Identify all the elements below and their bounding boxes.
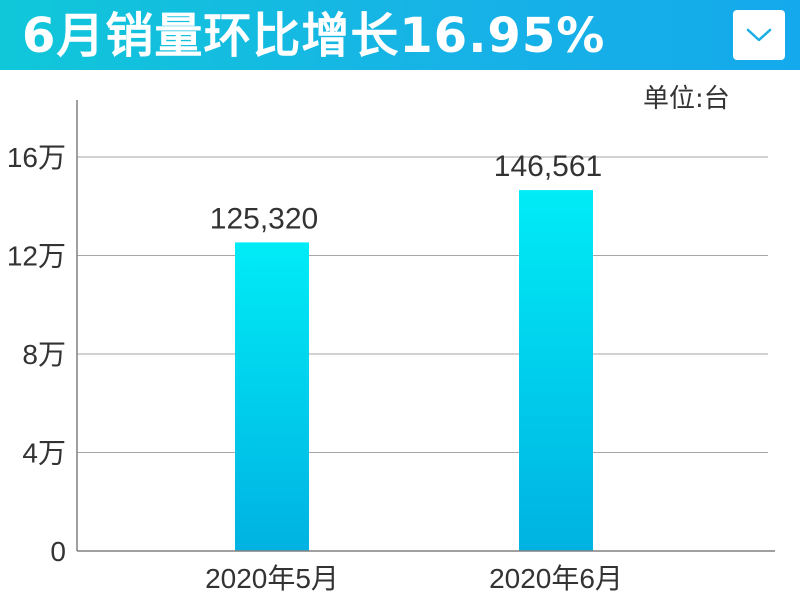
x-category-label: 2020年6月 <box>489 563 623 594</box>
y-tick-label: 16万 <box>7 142 66 173</box>
x-category-label: 2020年5月 <box>205 563 339 594</box>
dropdown-button[interactable] <box>733 10 785 60</box>
page-title: 6月销量环比增长16.95% <box>22 8 606 64</box>
data-label: 146,561 <box>494 150 602 183</box>
chevron-down-icon <box>746 28 772 42</box>
labels: 0 4万 8万 12万 16万 125,320 2020年5月 146,561 2020年6月 <box>7 142 623 594</box>
y-tick-label: 8万 <box>22 339 66 370</box>
title-banner: 6月销量环比增长16.95% <box>0 0 800 70</box>
axes <box>76 100 775 552</box>
y-tick-label: 4万 <box>22 438 66 469</box>
unit-label: 单位:台 <box>643 84 730 114</box>
grid-lines <box>77 156 768 453</box>
data-label: 125,320 <box>210 202 318 235</box>
bars <box>235 190 593 551</box>
bar <box>519 190 593 551</box>
y-tick-label: 0 <box>50 536 66 567</box>
bar <box>235 242 309 551</box>
y-tick-label: 12万 <box>7 241 66 272</box>
